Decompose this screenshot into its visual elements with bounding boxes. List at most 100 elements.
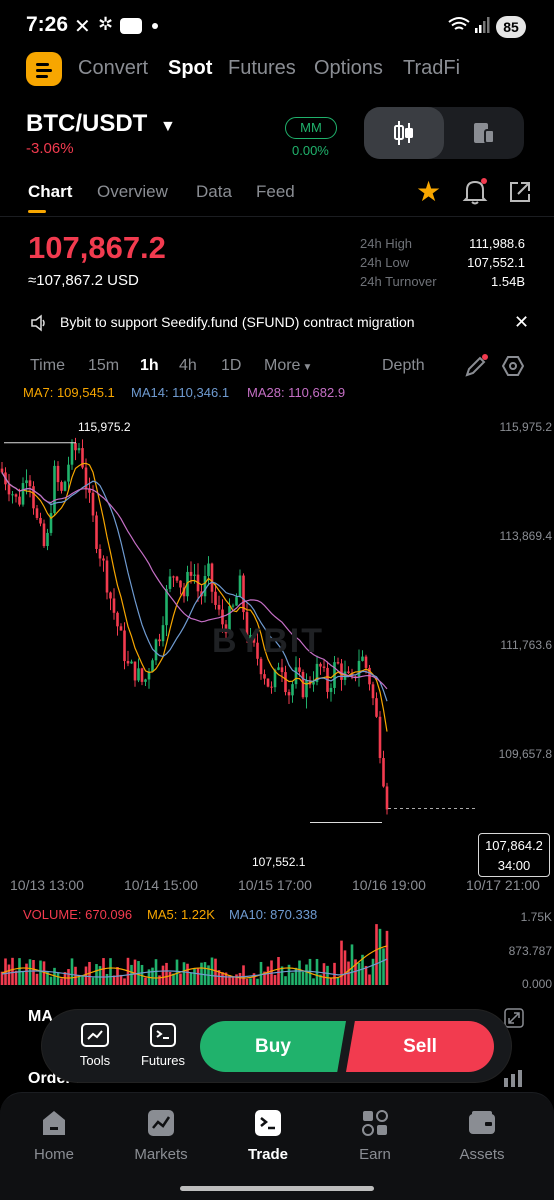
volume-bar — [235, 974, 238, 985]
expand-icon[interactable] — [504, 1008, 524, 1028]
price-chart[interactable] — [0, 410, 554, 870]
tf-1d[interactable]: 1D — [221, 357, 242, 374]
candle-body — [133, 661, 137, 681]
volume-bar — [249, 978, 252, 985]
nav-trade-label: Trade — [247, 1146, 289, 1163]
volume-bar — [179, 973, 182, 985]
candle-body — [91, 492, 95, 516]
youtube-icon — [120, 18, 142, 34]
volume-bar — [242, 965, 245, 985]
candle-body — [340, 663, 343, 680]
mm-badge[interactable]: MM — [285, 117, 337, 139]
volume-bar — [322, 963, 326, 985]
volume-bar — [305, 964, 308, 985]
volume-bar — [70, 958, 74, 985]
depth-chart-icon[interactable] — [502, 1066, 526, 1088]
announcement-banner[interactable]: Bybit to support Seedify.fund (SFUND) co… — [28, 312, 532, 334]
volume-bar — [319, 974, 322, 985]
nav-home-label: Home — [33, 1146, 74, 1163]
low-marker: 107,552.1 — [252, 855, 306, 869]
volume-chart — [0, 924, 389, 985]
futures-button[interactable]: Futures — [138, 1022, 188, 1068]
candle-body — [364, 656, 368, 668]
volume-bar — [182, 962, 186, 985]
share-icon[interactable] — [508, 180, 532, 204]
candle-body — [298, 667, 301, 672]
volume-bar — [294, 967, 298, 985]
candle-body — [256, 642, 259, 659]
volume-bar — [298, 960, 301, 985]
tab-tradfi[interactable]: TradFi — [403, 57, 461, 79]
tf-more[interactable]: More ▼ — [264, 357, 312, 375]
candle-body — [0, 468, 4, 473]
close-icon[interactable]: ✕ — [514, 312, 530, 332]
tab-overview[interactable]: Overview — [97, 182, 168, 201]
candle-body — [98, 548, 102, 559]
pair-selector[interactable]: BTC/USDT ▼ — [26, 110, 176, 138]
volume-ma5: MA5: 1.22K — [147, 907, 215, 922]
candle-body — [186, 571, 189, 597]
sell-button[interactable]: Sell — [346, 1021, 494, 1072]
candle-body — [193, 574, 196, 576]
view-toggle[interactable] — [364, 107, 524, 159]
favorite-star-icon[interactable]: ★ — [416, 176, 442, 207]
tools-button[interactable]: Tools — [74, 1022, 116, 1068]
signal-icon — [475, 17, 490, 33]
candle-body — [217, 604, 221, 610]
tab-feed[interactable]: Feed — [256, 182, 295, 201]
candle-body — [151, 660, 154, 672]
volume-bar — [189, 972, 193, 985]
tools-icon — [81, 1023, 109, 1047]
nav-assets[interactable]: Assets — [442, 1108, 522, 1163]
candle-body — [207, 563, 210, 577]
candle-body — [312, 682, 315, 685]
settings-hex-icon[interactable] — [502, 355, 524, 377]
volume-bar — [95, 964, 98, 985]
tf-4h[interactable]: 4h — [179, 357, 197, 374]
volume-bar — [49, 976, 53, 985]
candle-body — [270, 686, 273, 688]
pencil-icon[interactable] — [464, 354, 488, 378]
ma7-line — [1, 462, 388, 732]
tf-1h[interactable]: 1h — [140, 357, 159, 374]
bell-icon[interactable] — [462, 178, 488, 206]
orderbook-view-icon[interactable] — [472, 121, 496, 145]
candle-body — [158, 639, 161, 642]
candle-body — [245, 612, 249, 640]
depth-button[interactable]: Depth — [382, 357, 425, 374]
nav-earn[interactable]: Earn — [335, 1108, 415, 1163]
candle-body — [112, 598, 116, 613]
tab-data[interactable]: Data — [196, 182, 232, 201]
candle-body — [49, 513, 53, 533]
volume-bar — [151, 967, 154, 985]
trade-icon — [255, 1110, 281, 1136]
bybit-menu-icon[interactable] — [26, 52, 62, 86]
volume-bar — [161, 965, 165, 985]
candle-body — [7, 484, 11, 495]
tf-time[interactable]: Time — [30, 357, 65, 374]
tf-15m[interactable]: 15m — [88, 357, 120, 374]
tab-options[interactable]: Options — [314, 57, 383, 79]
markets-icon — [148, 1110, 174, 1136]
tab-convert[interactable]: Convert — [78, 57, 149, 79]
volume-bar — [357, 962, 361, 985]
volume-bar — [277, 957, 280, 985]
volume-bar — [154, 959, 158, 985]
candle-body — [228, 606, 231, 634]
candle-body — [60, 482, 63, 491]
home-icon — [43, 1111, 65, 1135]
volume-bar — [63, 972, 67, 985]
vol-tick-3: 0.000 — [521, 977, 552, 991]
tab-futures[interactable]: Futures — [228, 57, 296, 79]
volume-bar — [382, 948, 385, 985]
nav-trade[interactable]: Trade — [228, 1108, 308, 1163]
nav-home[interactable]: Home — [14, 1108, 94, 1163]
tab-chart[interactable]: Chart — [28, 182, 73, 201]
volume-bar — [14, 970, 18, 985]
volume-bar — [329, 978, 333, 985]
tab-spot[interactable]: Spot — [168, 57, 213, 79]
candlestick-icon[interactable] — [392, 120, 416, 146]
volume-bar — [130, 964, 133, 985]
nav-markets[interactable]: Markets — [121, 1108, 201, 1163]
buy-button[interactable]: Buy — [200, 1021, 346, 1072]
